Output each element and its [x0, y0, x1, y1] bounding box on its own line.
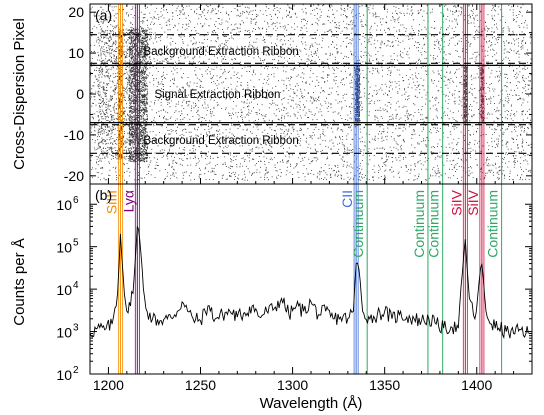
ribbon-label-0: Background Extraction Ribbon — [143, 46, 298, 58]
panel-b-ytick-label-4: 10 — [56, 197, 72, 213]
panel-a-ytick-label-1: -10 — [64, 127, 84, 143]
extraction-ribbon-boundaries — [90, 34, 532, 154]
x-tick-label-0: 1200 — [93, 377, 124, 393]
x-tick-label-1: 1250 — [185, 377, 216, 393]
panel-a-line-markers — [117, 4, 503, 184]
x-tick-label-4: 1400 — [461, 377, 492, 393]
x-tick-label-2: 1300 — [277, 377, 308, 393]
panel-b-ytick-exp-1: 3 — [73, 323, 79, 334]
panel-a-ytick-label-4: 20 — [68, 4, 84, 20]
spectral-line-label-6: SiIV — [448, 189, 464, 215]
panel-b-ytick-label-1: 10 — [56, 325, 72, 341]
panel-b-ytick-label-3: 10 — [56, 240, 72, 256]
spectral-line-label-4: Continuum — [411, 190, 427, 258]
panel-b-ytick-exp-2: 4 — [73, 280, 79, 291]
spectral-line-label-0: SiIII — [103, 190, 119, 214]
spectral-line-label-8: Continuum — [485, 190, 501, 258]
spectral-line-label-7: SiIV — [465, 189, 481, 215]
panel-b-ytick-label-0: 10 — [56, 367, 72, 383]
panel-a-ytick-label-0: -20 — [64, 168, 84, 184]
panel-b-ytick-exp-4: 6 — [73, 195, 79, 206]
panel-b-ytick-label-2: 10 — [56, 282, 72, 298]
panel-b-y-axis-label: Counts per Å — [11, 238, 28, 326]
panel-a-axis: -20 -10 0 10 20 — [64, 4, 532, 184]
panel-b-ytick-exp-3: 5 — [73, 238, 79, 249]
ribbon-annotations: Background Extraction Ribbon Signal Extra… — [143, 46, 298, 147]
spectrum-series-line — [90, 226, 529, 340]
x-axis-label: Wavelength (Å) — [260, 395, 363, 412]
spectral-line-label-1: Lyα — [120, 190, 136, 212]
panel-b-ytick-exp-0: 2 — [73, 365, 79, 376]
ribbon-label-1: Signal Extraction Ribbon — [154, 89, 280, 101]
spectral-line-markers — [117, 184, 503, 374]
panel-a-detector-image: Background Extraction Ribbon Signal Extra… — [11, 3, 533, 185]
ribbon-label-2: Background Extraction Ribbon — [143, 135, 298, 147]
x-tick-label-3: 1350 — [369, 377, 400, 393]
panel-a-label: (a) — [95, 7, 112, 23]
spectral-line-label-5: Continuum — [426, 190, 442, 258]
panel-a-ytick-label-3: 10 — [68, 45, 84, 61]
panel-a-y-axis-label: Cross-Dispersion Pixel — [11, 18, 28, 170]
spectral-line-label-3: Continuum — [350, 190, 366, 258]
panel-a-ytick-label-2: 0 — [76, 86, 84, 102]
panel-b-label: (b) — [95, 187, 112, 203]
spectral-line-label-2: CII — [339, 190, 355, 208]
